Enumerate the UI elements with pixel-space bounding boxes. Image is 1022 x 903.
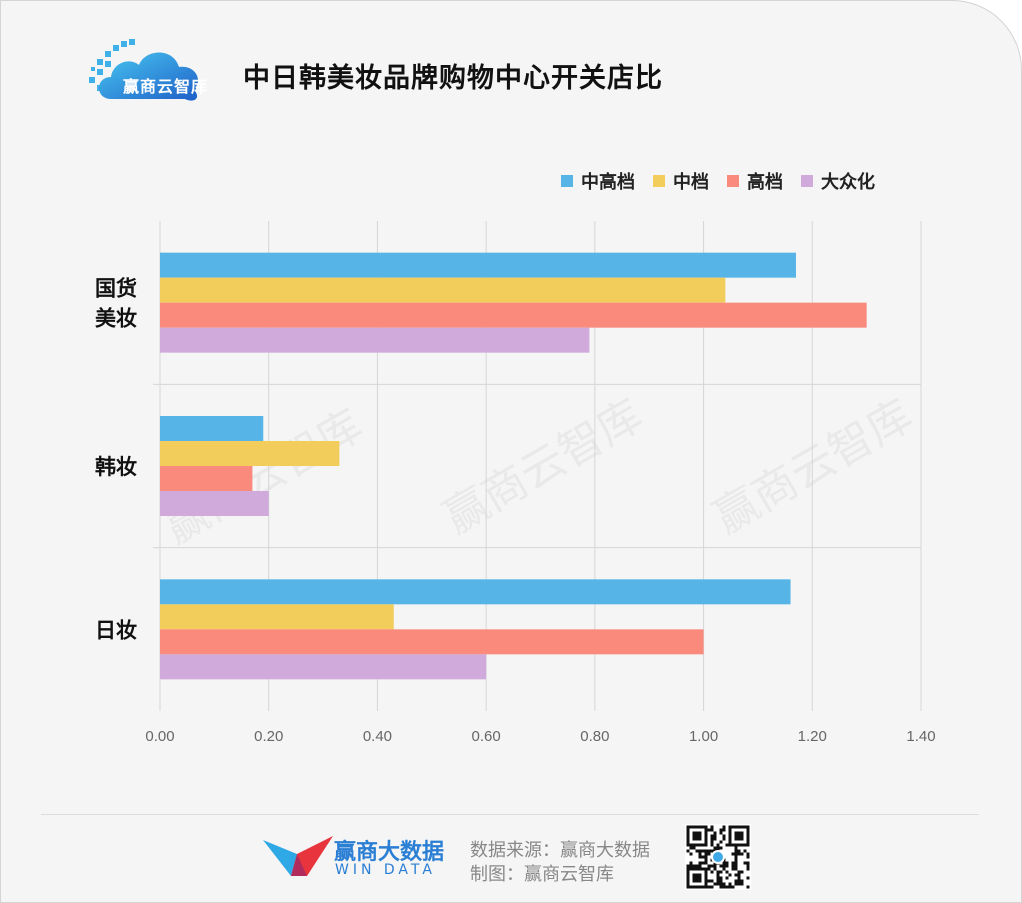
windata-brand-en: WIN DATA bbox=[335, 862, 436, 878]
bar bbox=[160, 604, 394, 630]
category-label: 美妆 bbox=[95, 307, 137, 331]
x-tick-label: 0.40 bbox=[363, 728, 392, 745]
bar bbox=[160, 302, 867, 328]
category-label: 韩妆 bbox=[95, 455, 137, 479]
bar bbox=[160, 252, 796, 278]
x-tick-label: 0.20 bbox=[254, 728, 283, 745]
x-tick-label: 0.60 bbox=[472, 728, 501, 745]
legend-swatch bbox=[561, 175, 573, 187]
windata-brand-cn: 赢商大数据 bbox=[334, 840, 445, 865]
legend-swatch bbox=[801, 175, 813, 187]
bar bbox=[160, 654, 487, 680]
bar bbox=[160, 441, 340, 466]
bar bbox=[160, 416, 264, 441]
cloud-logo-icon: 赢商云智库 bbox=[89, 37, 209, 107]
logo-text: 赢商云智库 bbox=[123, 77, 209, 96]
bar bbox=[160, 277, 726, 303]
legend-label: 大众化 bbox=[821, 172, 875, 193]
page-title: 中日韩美妆品牌购物中心开关店比 bbox=[243, 63, 663, 94]
legend-item-1: 中档 bbox=[653, 168, 709, 194]
bar bbox=[160, 491, 269, 516]
x-tick-label: 1.00 bbox=[689, 728, 718, 745]
legend-item-3: 大众化 bbox=[801, 168, 875, 194]
x-tick-label: 1.20 bbox=[798, 728, 827, 745]
qr-code-icon bbox=[685, 824, 751, 890]
legend-label: 中档 bbox=[673, 172, 709, 193]
bar bbox=[160, 466, 253, 491]
legend-swatch bbox=[653, 175, 665, 187]
x-tick-label: 0.80 bbox=[580, 728, 609, 745]
data-source: 数据来源：赢商大数据 bbox=[470, 840, 650, 861]
bar bbox=[160, 579, 791, 605]
bar bbox=[160, 327, 590, 353]
legend: 中高档 中档 高档 大众化 bbox=[561, 169, 893, 193]
category-label: 国货 bbox=[95, 277, 137, 301]
legend-item-2: 高档 bbox=[727, 168, 783, 194]
footer-divider bbox=[41, 814, 979, 815]
x-tick-label: 0.00 bbox=[145, 728, 174, 745]
legend-item-0: 中高档 bbox=[561, 168, 635, 194]
bar bbox=[160, 629, 704, 655]
legend-label: 高档 bbox=[747, 172, 783, 193]
legend-label: 中高档 bbox=[581, 172, 635, 193]
windata-wing-icon bbox=[263, 836, 335, 880]
x-tick-label: 1.40 bbox=[906, 728, 935, 745]
made-by: 制图：赢商云智库 bbox=[470, 864, 614, 885]
category-label: 日妆 bbox=[95, 618, 137, 642]
legend-swatch bbox=[727, 175, 739, 187]
